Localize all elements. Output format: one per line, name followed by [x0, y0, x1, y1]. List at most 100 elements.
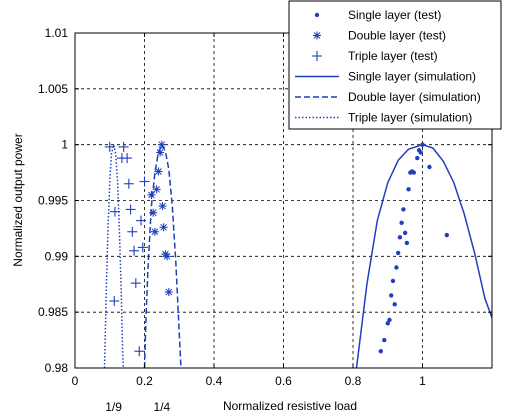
data-point-2 — [134, 346, 145, 357]
data-point-2 — [109, 296, 120, 306]
y-tick-label: 0.99 — [45, 249, 69, 263]
data-point-2 — [127, 226, 138, 237]
data-point-0 — [401, 207, 406, 212]
series-line-3 — [355, 143, 492, 368]
data-point-2 — [136, 215, 147, 226]
ticks: 0 0.2 0.4 0.6 0.8 1 0.98 0.985 0.99 0.995 1 1.005 1.… — [38, 26, 492, 414]
data-point-0 — [394, 265, 399, 270]
data-point-1 — [164, 288, 173, 297]
data-point-0 — [418, 150, 423, 155]
y-tick-label: 0.98 — [45, 361, 69, 375]
legend-marker — [313, 31, 321, 40]
data-point-0-shape — [444, 232, 450, 238]
data-point-0-shape — [404, 240, 410, 246]
legend-marker-d2 — [313, 32, 321, 39]
legend-label: Triple layer (test) — [348, 49, 438, 63]
data-point-0 — [411, 170, 417, 175]
data-point-2 — [129, 245, 140, 256]
x-axis-label: Normalized resistive load — [223, 399, 357, 413]
data-point-2 — [137, 242, 148, 253]
data-point-0 — [389, 293, 394, 298]
data-point-1-d2 — [153, 185, 161, 193]
data-point-1 — [152, 185, 161, 194]
data-point-0 — [399, 220, 404, 226]
data-point-0 — [395, 250, 401, 256]
data-point-0-shape — [389, 293, 394, 298]
data-point-0-shape — [411, 170, 417, 175]
legend-label: Single layer (test) — [348, 8, 441, 22]
fraction-label: 1/9 — [105, 400, 122, 414]
legend-label: Single layer (simulation) — [348, 70, 476, 84]
data-point-0 — [385, 321, 390, 326]
data-point-0-shape — [385, 321, 390, 326]
data-point-2 — [122, 153, 133, 164]
data-point-2 — [118, 141, 129, 152]
data-point-0 — [378, 349, 383, 354]
data-point-1-d2 — [165, 288, 173, 296]
data-point-1 — [154, 167, 163, 176]
data-point-2 — [139, 176, 150, 187]
y-tick-label: 0.995 — [38, 194, 68, 208]
data-point-2 — [125, 204, 136, 215]
data-point-0 — [392, 302, 397, 307]
data-point-0-shape — [394, 265, 399, 270]
data-point-1-d2 — [151, 228, 159, 236]
data-point-0-shape — [401, 207, 406, 212]
data-point-1-d2 — [158, 141, 166, 149]
data-point-0-shape — [392, 302, 397, 307]
x-tick-label: 0.6 — [275, 374, 292, 388]
legend-label: Double layer (test) — [348, 29, 446, 43]
series-line-4 — [143, 142, 182, 368]
data-point-1 — [163, 252, 172, 261]
y-tick-label: 1.005 — [38, 82, 68, 96]
data-point-0 — [402, 230, 408, 236]
legend-label: Triple layer (simulation) — [348, 111, 472, 125]
legend-label: Double layer (simulation) — [348, 90, 481, 104]
data-point-0-shape — [387, 317, 392, 323]
data-point-0-shape — [402, 230, 408, 236]
data-point-0-shape — [397, 235, 403, 240]
x-tick-label: 0.4 — [206, 374, 223, 388]
data-point-1 — [156, 148, 165, 157]
x-tick-label: 0.8 — [345, 374, 362, 388]
data-point-1 — [147, 190, 156, 199]
data-point-1-d2 — [160, 223, 167, 231]
legend: Single layer (test) Double layer (test) Tr… — [288, 0, 502, 130]
data-point-0 — [427, 164, 432, 170]
data-point-1-d2 — [155, 168, 162, 175]
data-point-0 — [382, 337, 387, 343]
fraction-label: 1/4 — [154, 400, 171, 414]
data-point-1 — [158, 202, 167, 211]
data-point-0-shape — [390, 278, 396, 284]
data-point-1-d2 — [159, 202, 166, 210]
data-point-1-d2 — [156, 149, 164, 156]
data-point-0-shape — [378, 349, 383, 354]
data-point-0 — [390, 278, 396, 284]
legend-marker — [312, 51, 322, 61]
data-point-0 — [387, 317, 392, 323]
data-point-0-shape — [427, 164, 432, 170]
x-tick-label: 0 — [72, 374, 79, 388]
data-point-0-shape — [399, 220, 404, 226]
data-point-1 — [150, 227, 159, 236]
data-point-0-shape — [382, 337, 387, 343]
series-line-5 — [103, 144, 125, 368]
data-point-0 — [406, 187, 411, 192]
data-point-1-d2 — [163, 252, 171, 260]
data-point-0-shape — [395, 250, 401, 256]
data-point-1 — [159, 223, 168, 232]
data-point-0 — [415, 155, 420, 161]
legend-box — [288, 0, 502, 130]
data-point-0 — [404, 240, 410, 246]
legend-marker — [314, 12, 320, 18]
y-axis-label: Normalized output power — [11, 133, 25, 266]
data-point-0-shape — [406, 187, 411, 192]
y-tick-label: 0.985 — [38, 305, 68, 319]
data-point-2 — [130, 278, 141, 289]
data-point-0 — [444, 232, 450, 238]
data-point-1 — [157, 140, 166, 149]
data-point-0-shape — [415, 155, 420, 161]
x-tick-label: 1 — [419, 374, 426, 388]
y-tick-label: 1.01 — [45, 26, 69, 40]
